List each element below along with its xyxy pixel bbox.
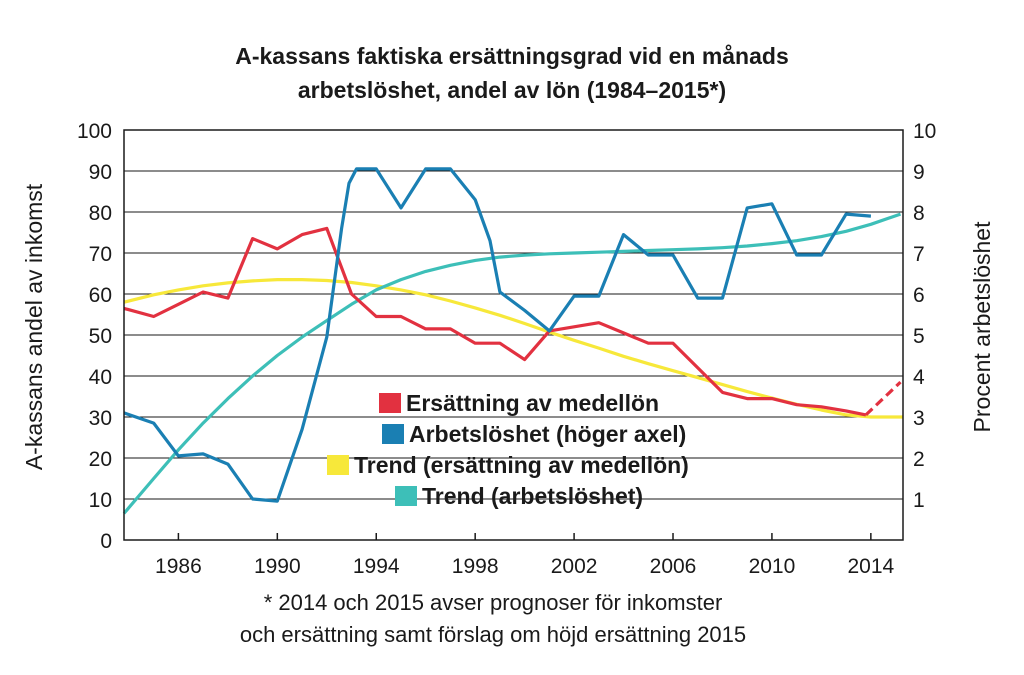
- x-tick-label: 2014: [847, 555, 894, 578]
- legend-swatch: [395, 486, 417, 506]
- x-tick-label: 1998: [452, 555, 499, 578]
- legend-label: Trend (arbetslöshet): [422, 483, 643, 509]
- left-axis-label: A-kassans andel av inkomst: [21, 183, 47, 470]
- legend-swatch: [379, 393, 401, 413]
- left-tick-label: 20: [89, 448, 112, 471]
- left-y-axis: 0 10 20 30 40 50 60 70 80 90 100: [77, 120, 112, 553]
- x-tick-label: 1994: [353, 555, 400, 578]
- series-line-trend-arbetslöshet-: [122, 212, 902, 515]
- footnote-line-1: * 2014 och 2015 avser prognoser för inko…: [264, 590, 723, 615]
- right-tick-label: 3: [913, 407, 925, 430]
- right-tick-label: 7: [913, 243, 925, 266]
- left-tick-label: 30: [89, 407, 112, 430]
- plot-frame: [123, 129, 904, 541]
- right-axis-label: Procent arbetslöshet: [969, 221, 995, 433]
- series-line-ersättning-av-medellön: [123, 226, 867, 417]
- x-tick-label: 2002: [551, 555, 598, 578]
- left-tick-label: 80: [89, 202, 112, 225]
- legend: Ersättning av medellön Arbetslöshet (höge…: [327, 390, 689, 509]
- series-layer: [122, 167, 903, 515]
- left-tick-label: 100: [77, 120, 112, 143]
- x-axis: 1986 1990 1994 1998 2002 2006 2010 2014: [155, 533, 895, 578]
- series-line-prognos-förslag-2015: [864, 380, 902, 417]
- legend-label: Trend (ersättning av medellön): [354, 452, 689, 478]
- legend-label: Ersättning av medellön: [406, 390, 659, 416]
- x-tick-label: 2006: [650, 555, 697, 578]
- left-tick-label: 40: [89, 366, 112, 389]
- right-tick-label: 10: [913, 120, 936, 143]
- right-tick-label: 9: [913, 161, 925, 184]
- left-tick-label: 50: [89, 325, 112, 348]
- x-tick-label: 1986: [155, 555, 202, 578]
- right-tick-label: 1: [913, 489, 925, 512]
- left-tick-label: 90: [89, 161, 112, 184]
- footnote-line-2: och ersättning samt förslag om höjd ersä…: [240, 622, 746, 647]
- series-line-arbetslöshet-höger-axel-: [123, 167, 872, 503]
- right-y-axis: 1 2 3 4 5 6 7 8 9 10: [913, 120, 936, 512]
- x-tick-label: 1990: [254, 555, 301, 578]
- gridlines: [124, 170, 903, 500]
- right-tick-label: 5: [913, 325, 925, 348]
- legend-swatch: [382, 424, 404, 444]
- chart-title-line-2: arbetslöshet, andel av lön (1984–2015*): [298, 77, 726, 103]
- left-tick-label: 0: [100, 530, 112, 553]
- chart-title-line-1: A-kassans faktiska ersättningsgrad vid e…: [235, 43, 789, 69]
- left-tick-label: 60: [89, 284, 112, 307]
- right-tick-label: 4: [913, 366, 925, 389]
- x-tick-label: 2010: [749, 555, 796, 578]
- right-tick-label: 6: [913, 284, 925, 307]
- right-tick-label: 8: [913, 202, 925, 225]
- right-tick-label: 2: [913, 448, 925, 471]
- legend-swatch: [327, 455, 349, 475]
- left-tick-label: 70: [89, 243, 112, 266]
- left-tick-label: 10: [89, 489, 112, 512]
- legend-label: Arbetslöshet (höger axel): [409, 421, 686, 447]
